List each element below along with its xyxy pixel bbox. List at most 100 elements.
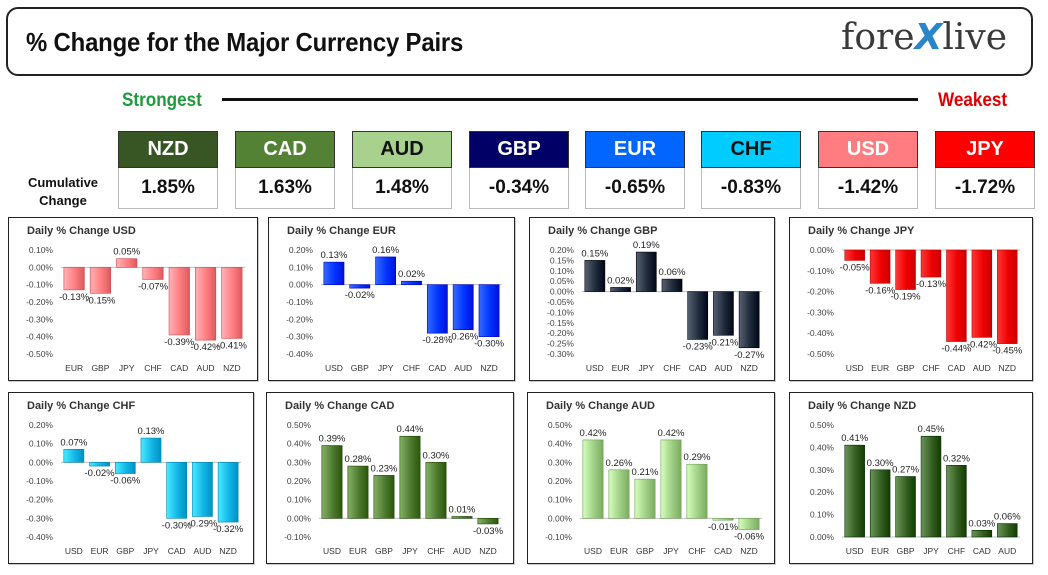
y-tick-label: 0.20% (287, 476, 312, 486)
x-tick-label: USD (325, 363, 343, 373)
y-tick-label: -0.10% (286, 297, 313, 307)
x-tick-label: JPY (402, 546, 418, 556)
y-tick-label: -0.05% (547, 297, 574, 307)
x-tick-label: CAD (947, 363, 965, 373)
y-tick-label: -0.10% (26, 476, 53, 486)
chart-panel-7: Daily % Change AUD 0.50% 0.40% 0.30% 0.20% 0.… (527, 392, 775, 564)
bar-value-label: -0.42% (967, 339, 998, 350)
chart-panel-2: Daily % Change EUR 0.20% 0.10% 0.00% -0.10% -… (268, 217, 515, 381)
bar-chart-svg: Daily % Change JPY 0.00% -0.10% -0.20% -0.30… (807, 225, 1023, 373)
bar-value-label: -0.03% (473, 526, 504, 537)
y-tick-label: -0.30% (547, 349, 574, 359)
y-tick-label: -0.30% (807, 307, 834, 317)
x-tick-label: EUR (91, 546, 109, 556)
x-tick-label: CHF (663, 363, 680, 373)
bar-chf (661, 278, 683, 292)
x-tick-label: NZD (479, 546, 496, 556)
bar-usd (844, 249, 865, 261)
bar-eur (610, 287, 631, 292)
currency-box-jpy: JPY -1.72% (935, 131, 1035, 209)
bar-value-label: 0.13% (138, 426, 165, 437)
bar-value-label: 0.21% (632, 467, 659, 478)
bar-value-label: -0.02% (85, 468, 116, 479)
x-tick-label: CHF (922, 363, 939, 373)
y-tick-label: 0.20% (810, 487, 835, 497)
bar-value-label: 0.30% (867, 458, 894, 469)
bar-usd (844, 444, 865, 538)
x-tick-label: GBP (116, 546, 134, 556)
y-tick-label: -0.40% (286, 349, 313, 359)
y-tick-label: 0.30% (548, 457, 573, 467)
bar-value-label: -0.39% (164, 337, 195, 348)
x-tick-label: CAD (170, 363, 188, 373)
x-tick-label: EUR (612, 363, 630, 373)
bar-aud (713, 291, 734, 336)
x-tick-label: EUR (871, 546, 889, 556)
currency-box-eur: EUR -0.65% (585, 131, 685, 209)
bar-gbp (349, 284, 371, 289)
bar-jpy (375, 256, 397, 285)
currency-name: JPY (935, 131, 1035, 168)
x-tick-label: CAD (689, 363, 707, 373)
y-tick-label: -0.50% (26, 349, 53, 359)
y-tick-label: -0.40% (807, 328, 834, 338)
y-tick-label: -0.30% (26, 513, 53, 523)
bar-aud (192, 462, 213, 517)
x-tick-label: JPY (638, 363, 654, 373)
x-tick-label: EUR (610, 546, 628, 556)
bar-value-label: -0.13% (916, 279, 947, 290)
cumulative-change-value: 1.63% (235, 168, 335, 209)
x-tick-label: CHF (688, 546, 705, 556)
bar-jpy (920, 435, 942, 538)
y-tick-label: 0.20% (289, 245, 314, 255)
currency-name: EUR (585, 131, 685, 168)
bar-gbp (114, 462, 136, 474)
y-tick-label: 0.40% (287, 439, 312, 449)
bar-value-label: -0.05% (840, 262, 871, 273)
bar-chf (686, 463, 708, 519)
y-tick-label: 0.20% (29, 420, 54, 430)
y-tick-label: -0.50% (807, 349, 834, 359)
bar-eur (63, 267, 85, 291)
x-tick-label: GBP (351, 363, 369, 373)
bar-aud (195, 267, 217, 341)
bar-value-label: -0.29% (187, 518, 218, 529)
cumulative-change-value: -0.34% (469, 168, 569, 209)
y-tick-label: -0.20% (26, 297, 53, 307)
bar-chart-svg: Daily % Change NZD 0.50% 0.40% 0.30% 0.20% 0.… (808, 400, 1021, 556)
y-tick-label: 0.15% (550, 255, 575, 265)
chart-panel-5: Daily % Change CHF 0.20% 0.10% 0.00% -0.10% -… (8, 392, 254, 564)
bar-value-label: -0.30% (162, 520, 193, 531)
bar-value-label: -0.16% (865, 285, 896, 296)
bar-value-label: -0.45% (992, 346, 1023, 357)
x-tick-label: CHF (427, 546, 444, 556)
bar-value-label: 0.07% (60, 437, 87, 448)
y-tick-label: -0.20% (547, 328, 574, 338)
bar-cad (712, 518, 734, 521)
bar-value-label: 0.42% (580, 428, 607, 439)
x-tick-label: CAD (428, 363, 446, 373)
weakest-label: Weakest (938, 90, 1008, 111)
page-title: % Change for the Major Currency Pairs (26, 27, 464, 57)
x-tick-label: EUR (65, 363, 83, 373)
bar-nzd (221, 267, 243, 339)
bar-value-label: 0.39% (319, 434, 346, 445)
y-tick-label: 0.00% (550, 287, 575, 297)
bar-aud (451, 516, 473, 519)
x-tick-label: USD (323, 546, 341, 556)
x-tick-label: USD (65, 546, 83, 556)
y-tick-label: -0.10% (284, 532, 311, 542)
x-tick-label: JPY (378, 363, 394, 373)
x-tick-label: GBP (91, 363, 109, 373)
y-tick-label: 0.40% (810, 442, 835, 452)
bar-value-label: -0.44% (941, 344, 972, 355)
x-tick-label: AUD (193, 546, 211, 556)
chart-panel-6: Daily % Change CAD 0.50% 0.40% 0.30% 0.20% 0.… (266, 392, 514, 564)
bar-chart-svg: Daily % Change EUR 0.20% 0.10% 0.00% -0.10% -… (286, 225, 505, 373)
x-tick-label: CHF (948, 546, 965, 556)
bar-cad (166, 462, 188, 519)
bar-value-label: 0.28% (345, 454, 372, 465)
y-tick-label: 0.00% (29, 262, 54, 272)
x-tick-label: JPY (119, 363, 135, 373)
bar-value-label: 0.42% (658, 428, 685, 439)
